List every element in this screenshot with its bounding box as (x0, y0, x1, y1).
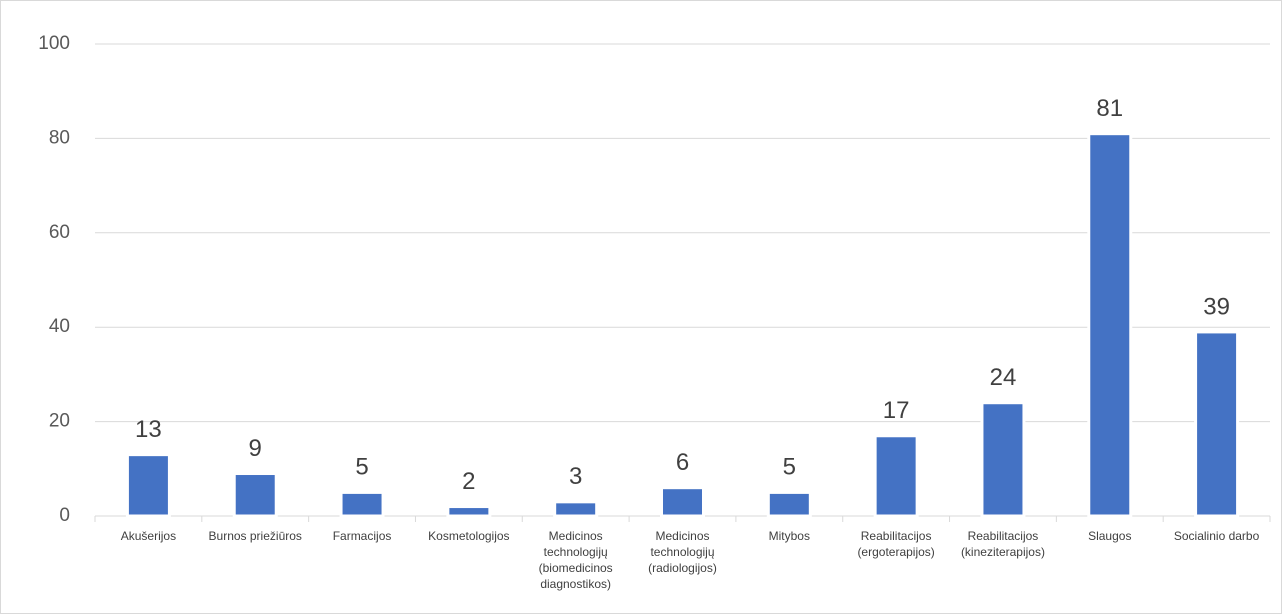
data-label: 39 (1203, 293, 1230, 320)
data-label: 17 (883, 397, 910, 424)
bar (873, 434, 919, 518)
data-label: 3 (569, 463, 582, 490)
bar (660, 486, 705, 518)
data-label: 5 (355, 454, 368, 481)
y-tick-label: 100 (38, 33, 70, 54)
bar (339, 490, 385, 518)
data-label: 9 (249, 435, 262, 462)
bar (553, 500, 599, 518)
data-label: 5 (783, 454, 796, 481)
x-tick-label: Farmacijos (332, 529, 392, 543)
y-tick-label: 0 (59, 505, 70, 526)
bar (766, 490, 812, 518)
bar (1087, 132, 1133, 518)
bar (125, 453, 171, 518)
x-tick-label: Mitybos (768, 529, 810, 543)
y-tick-label: 60 (49, 222, 70, 243)
data-label: 2 (462, 468, 475, 495)
data-label: 24 (990, 364, 1017, 391)
x-tick-label: Kosmetologijos (428, 529, 510, 543)
bar (1194, 330, 1240, 518)
x-tick-label: Medicinos technologijų (radiologijos) (648, 529, 717, 575)
bar (446, 505, 492, 518)
x-tick-label: Slaugos (1088, 529, 1132, 543)
y-tick-label: 20 (49, 411, 70, 432)
x-tick-label: Socialinio darbo (1173, 529, 1260, 543)
y-tick-label: 80 (49, 127, 70, 148)
x-tick-label: Reabilitacijos (ergoterapijos) (857, 529, 935, 559)
bar (232, 472, 278, 518)
data-label: 13 (135, 416, 162, 443)
x-tick-label: Medicinos technologijų (biomedicinos dia… (538, 529, 613, 591)
x-tick-label: Akušerijos (120, 529, 177, 543)
data-label: 6 (676, 449, 689, 476)
x-tick-label: Burnos priežiūros (208, 529, 302, 543)
x-tick-label: Reabilitacijos (kineziterapijos) (960, 529, 1045, 559)
bar (980, 401, 1026, 518)
y-tick-label: 40 (49, 316, 70, 337)
data-label: 81 (1096, 95, 1123, 122)
